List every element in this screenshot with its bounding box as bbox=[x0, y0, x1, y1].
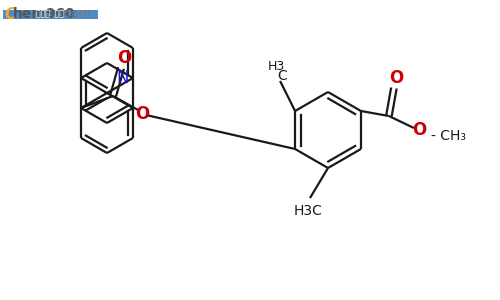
Text: - CH₃: - CH₃ bbox=[432, 129, 466, 143]
Text: H3C: H3C bbox=[294, 204, 322, 218]
Text: C: C bbox=[4, 7, 15, 22]
Text: hem960: hem960 bbox=[13, 7, 76, 21]
Text: O: O bbox=[117, 49, 131, 67]
Text: H3: H3 bbox=[268, 61, 284, 74]
Text: N: N bbox=[116, 69, 129, 87]
Text: .com: .com bbox=[61, 7, 92, 20]
Text: O: O bbox=[389, 69, 403, 87]
Text: 化工网  网址: 化工网 网址 bbox=[36, 10, 64, 19]
FancyBboxPatch shape bbox=[3, 10, 98, 19]
Text: O: O bbox=[135, 105, 149, 123]
Text: O: O bbox=[412, 121, 426, 139]
Text: C: C bbox=[277, 69, 287, 83]
